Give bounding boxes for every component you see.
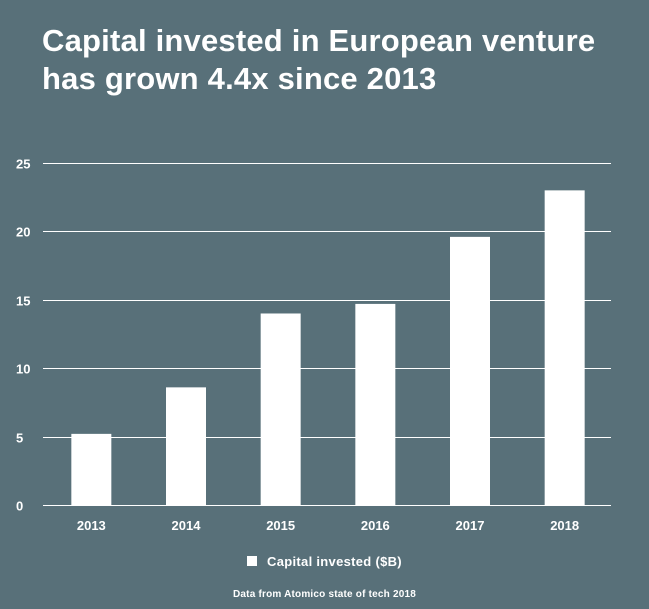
chart-title-line-1: Capital invested in European venture: [42, 23, 596, 58]
y-tick-label: 25: [16, 157, 30, 172]
chart-title: Capital invested in European venture has…: [42, 22, 632, 98]
x-axis-ticks: 2013 2014 2015 2016 2017 2018: [77, 518, 579, 533]
bars: [71, 190, 585, 506]
legend-label: Capital invested ($B): [267, 554, 402, 569]
bar-2014: [166, 387, 206, 505]
y-tick-label: 15: [16, 294, 30, 309]
bar-2016: [355, 303, 396, 505]
gridlines: [43, 163, 611, 506]
y-tick-label: 20: [16, 225, 30, 240]
x-tick-label: 2018: [550, 518, 579, 533]
bar-2013: [71, 433, 112, 505]
y-tick-label: 10: [16, 362, 30, 377]
x-tick-label: 2013: [77, 518, 106, 533]
y-tick-label: 0: [16, 499, 23, 514]
x-tick-label: 2016: [361, 518, 390, 533]
source-note: Data from Atomico state of tech 2018: [233, 589, 416, 600]
y-tick-label: 5: [16, 431, 23, 446]
legend: Capital invested ($B): [0, 554, 649, 569]
x-tick-label: 2015: [266, 518, 295, 533]
bar-2018: [544, 190, 585, 506]
legend-swatch: [247, 556, 258, 566]
chart-title-line-2: has grown 4.4x since 2013: [42, 61, 437, 96]
bar-chart: 0 5 10 15 20 25 2013 2014 2015 2016 2017 2018: [16, 157, 611, 533]
y-axis-ticks: 0 5 10 15 20 25: [16, 157, 30, 514]
bar-2015: [260, 313, 301, 505]
x-tick-label: 2017: [456, 518, 485, 533]
x-tick-label: 2014: [172, 518, 202, 533]
bar-2017: [450, 236, 490, 505]
